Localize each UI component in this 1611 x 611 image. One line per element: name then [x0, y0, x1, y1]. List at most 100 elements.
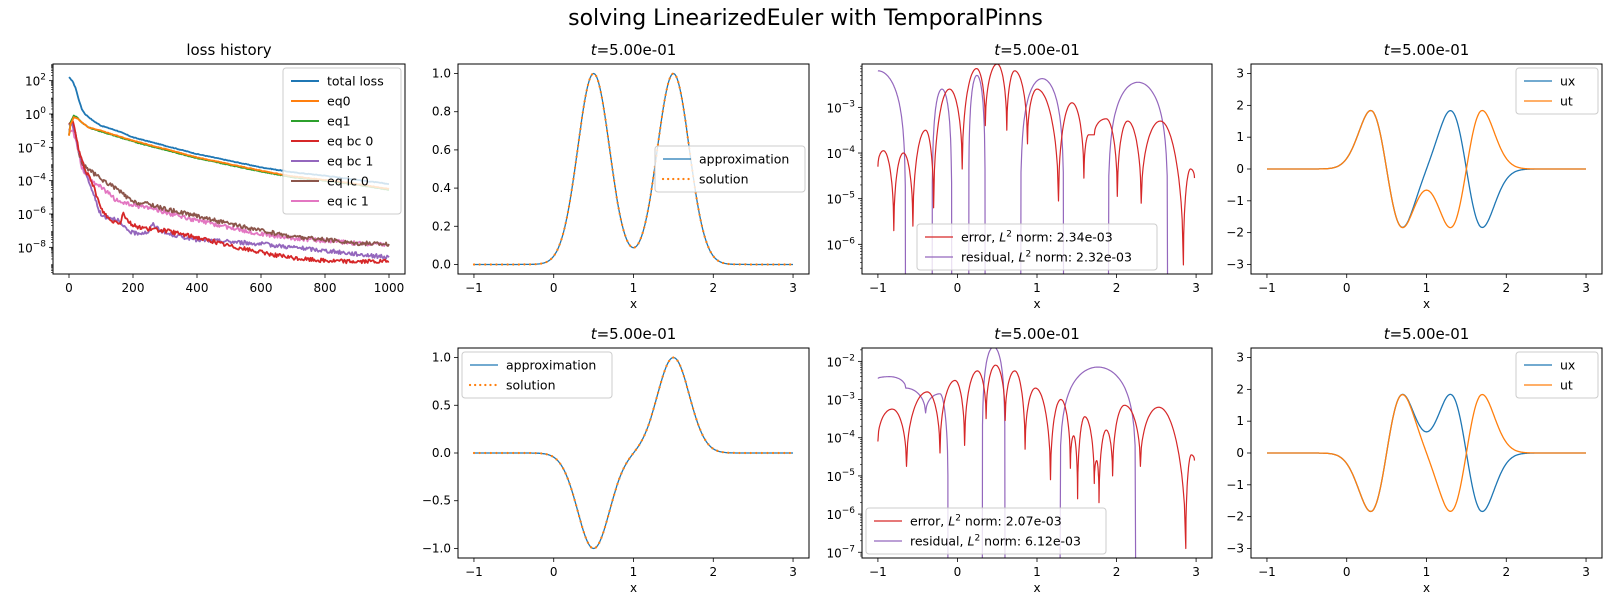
- x-tick-label: 3: [789, 565, 797, 579]
- y-tick-label: 1: [1236, 130, 1244, 144]
- x-tick-label: −1: [1258, 281, 1276, 295]
- error-axes-row2: t=5.00e-01 −1 0 1 2 3 x 10−2 10−3 10−4 10−5 10−6 10−…: [826, 325, 1213, 595]
- y-tick-label: 0.5: [432, 398, 451, 412]
- x-tick-label: −1: [465, 281, 483, 295]
- plot-area: [472, 356, 795, 550]
- x-tick-label: 1: [1033, 281, 1041, 295]
- x-tick-label: 3: [1582, 565, 1590, 579]
- legend-label: ux: [1560, 358, 1575, 373]
- axes-title: t=5.00e-01: [591, 325, 677, 343]
- x-tick-label: 3: [1192, 281, 1200, 295]
- axes-frame: [861, 63, 1213, 275]
- legend-label: total loss: [327, 74, 384, 89]
- x-tick-label: 2: [1502, 565, 1510, 579]
- y-tick-label: 3: [1236, 67, 1244, 81]
- x-axis-label: x: [1033, 581, 1040, 595]
- legend-label: solution: [699, 172, 749, 187]
- y-tick-label: 10−4: [17, 173, 46, 189]
- y-tick-label: 10−8: [17, 239, 46, 255]
- x-tick-label: 1: [630, 565, 638, 579]
- axes-frame: [457, 347, 810, 559]
- x-tick-label: −1: [465, 565, 483, 579]
- error-axes-row1: t=5.00e-01 −1 0 1 2 3 x 10−3 10−4 10−5 10−6 error, …: [826, 41, 1213, 311]
- axes-frame: [1250, 347, 1603, 559]
- y-tick-label: 10−3: [826, 99, 855, 115]
- x-tick-label: 0: [550, 565, 558, 579]
- y-tick-label: −1.0: [422, 541, 451, 555]
- y-tick-label: 100: [25, 106, 46, 122]
- y-tick-label: 0: [1236, 446, 1244, 460]
- y-tick-label: −1: [1226, 194, 1244, 208]
- y-tick-label: −3: [1226, 257, 1244, 271]
- y-tick-label: 0.4: [432, 181, 451, 195]
- legend-label: ut: [1560, 94, 1573, 109]
- y-tick-label: 10−7: [826, 544, 855, 560]
- axes-title: t=5.00e-01: [1384, 41, 1470, 59]
- y-tick-label: 10−2: [17, 139, 46, 155]
- y-tick-label: 10−6: [826, 506, 855, 522]
- x-tick-label: 400: [186, 281, 209, 295]
- derivatives-axes-row1: t=5.00e-01 −1 0 1 2 3 x 3 2 1 0 −1 −2 −3 ux ut: [1226, 41, 1603, 311]
- axes-title: t=5.00e-01: [994, 325, 1080, 343]
- legend-label: eq0: [327, 94, 351, 109]
- axes-frame: [1250, 63, 1603, 275]
- x-tick-label: 3: [1192, 565, 1200, 579]
- x-tick-label: 1: [1423, 565, 1431, 579]
- y-tick-label: 10−6: [17, 206, 46, 222]
- x-tick-label: 0: [1343, 281, 1351, 295]
- y-tick-label: 10−5: [826, 191, 855, 207]
- legend: approximation solution: [461, 351, 613, 399]
- axes-frame: [457, 63, 810, 275]
- axes-title: t=5.00e-01: [994, 41, 1080, 59]
- legend: error, L2 norm: 2.07e-03 residual, L2 nor…: [865, 507, 1107, 555]
- y-tick-label: 1: [1236, 414, 1244, 428]
- y-tick-label: 0.0: [432, 257, 451, 271]
- x-tick-label: 200: [122, 281, 145, 295]
- y-tick-label: 102: [25, 73, 46, 89]
- legend-label: residual, L2 norm: 6.12e-03: [910, 534, 1081, 549]
- legend: error, L2 norm: 2.34e-03 residual, L2 nor…: [916, 223, 1158, 271]
- y-tick-label: 0: [1236, 162, 1244, 176]
- legend-label: eq ic 1: [327, 194, 369, 209]
- y-tick-label: 1.0: [432, 67, 451, 81]
- x-tick-label: 2: [1502, 281, 1510, 295]
- legend-label: solution: [506, 378, 556, 393]
- y-tick-label: 10−6: [826, 236, 855, 252]
- x-tick-label: 0: [954, 565, 962, 579]
- axes-frame: [52, 63, 406, 275]
- plot-area: [1266, 393, 1587, 513]
- x-tick-label: 3: [1582, 281, 1590, 295]
- legend: total loss eq0 eq1 eq bc 0 eq bc 1 eq ic 0 eq …: [282, 67, 402, 215]
- x-axis-label: x: [630, 581, 637, 595]
- y-tick-label: 1.0: [432, 351, 451, 365]
- legend-label: approximation: [699, 152, 789, 167]
- legend: approximation solution: [654, 145, 806, 193]
- x-tick-label: 1000: [374, 281, 405, 295]
- axes-title: t=5.00e-01: [1384, 325, 1470, 343]
- axes-title: loss history: [186, 41, 271, 59]
- axes-title: t=5.00e-01: [591, 41, 677, 59]
- legend-label: ut: [1560, 378, 1573, 393]
- x-axis-label: x: [1423, 297, 1430, 311]
- y-tick-label: 0.2: [432, 219, 451, 233]
- plot-area: [877, 348, 1196, 558]
- y-tick-label: 2: [1236, 98, 1244, 112]
- legend-label: error, L2 norm: 2.07e-03: [910, 514, 1062, 529]
- x-tick-label: −1: [1258, 565, 1276, 579]
- x-tick-label: 3: [789, 281, 797, 295]
- x-tick-label: 800: [314, 281, 337, 295]
- loss-history-axes: loss history 0 200 400 600 800 1000 102 100 10−2 1…: [17, 41, 406, 295]
- x-axis-label: x: [1033, 297, 1040, 311]
- x-tick-label: −1: [869, 281, 887, 295]
- x-tick-label: 2: [1113, 281, 1121, 295]
- y-tick-label: 0.0: [432, 446, 451, 460]
- x-tick-label: 2: [709, 565, 717, 579]
- y-tick-label: 0.6: [432, 143, 451, 157]
- derivatives-axes-row2: t=5.00e-01 −1 0 1 2 3 x 3 2 1 0 −1 −2 −3 ux ut: [1226, 325, 1603, 595]
- solution-axes-row2: t=5.00e-01 −1 0 1 2 3 x 1.0 0.5 0.0 −0.5 −1.0 approx…: [422, 325, 810, 595]
- y-tick-label: 10−4: [826, 430, 855, 446]
- y-tick-label: 2: [1236, 382, 1244, 396]
- y-tick-label: 3: [1236, 351, 1244, 365]
- legend-label: ux: [1560, 74, 1575, 89]
